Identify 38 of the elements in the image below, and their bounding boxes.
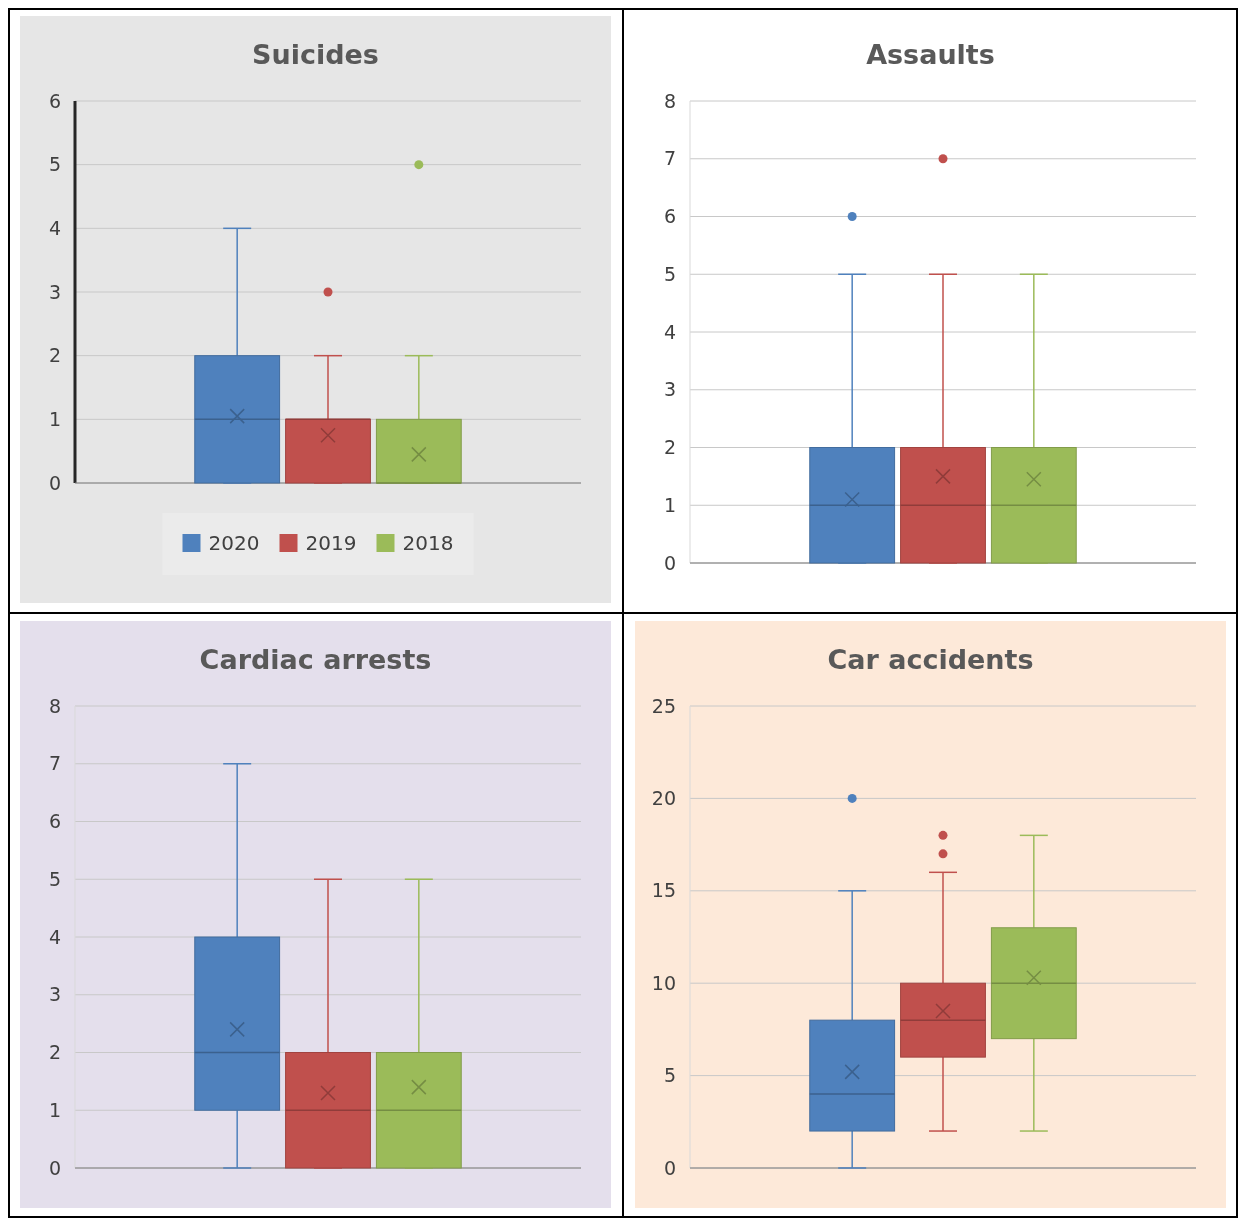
y-tick-label: 4	[663, 320, 676, 343]
y-tick-label: 7	[48, 752, 61, 775]
legend-label: 2020	[208, 531, 260, 555]
chart-title: Suicides	[252, 39, 379, 70]
y-tick-label: 4	[48, 216, 61, 239]
y-tick-label: 2	[663, 436, 676, 459]
y-tick-label: 25	[651, 694, 676, 717]
y-tick-label: 3	[663, 378, 676, 401]
y-tick-label: 2	[48, 1041, 61, 1064]
y-tick-label: 3	[48, 280, 61, 303]
y-tick-label: 0	[48, 1156, 61, 1179]
legend-label: 2019	[305, 531, 357, 555]
y-tick-label: 5	[48, 867, 61, 890]
y-tick-label: 1	[48, 407, 61, 430]
chart-title: Cardiac arrests	[199, 644, 432, 675]
y-tick-label: 4	[48, 925, 61, 948]
y-tick-label: 15	[651, 879, 676, 902]
y-tick-label: 0	[48, 471, 61, 494]
y-tick-label: 1	[663, 493, 676, 516]
y-tick-label: 10	[651, 971, 676, 994]
chart-title: Car accidents	[827, 644, 1034, 675]
y-tick-label: 5	[663, 262, 676, 285]
y-tick-label: 0	[663, 551, 676, 574]
y-tick-label: 8	[48, 694, 61, 717]
y-tick-label: 6	[663, 205, 676, 228]
y-tick-label: 5	[663, 1064, 676, 1087]
y-tick-label: 8	[663, 89, 676, 112]
y-tick-label: 5	[48, 153, 61, 176]
y-tick-label: 0	[663, 1156, 676, 1179]
y-tick-label: 6	[48, 89, 61, 112]
y-tick-label: 1	[48, 1098, 61, 1121]
y-tick-label: 20	[651, 787, 676, 810]
y-tick-label: 7	[663, 147, 676, 170]
legend-label: 2018	[402, 531, 454, 555]
y-tick-label: 6	[48, 810, 61, 833]
y-tick-label: 2	[48, 344, 61, 367]
y-tick-label: 3	[48, 983, 61, 1006]
chart-title: Assaults	[866, 39, 995, 70]
